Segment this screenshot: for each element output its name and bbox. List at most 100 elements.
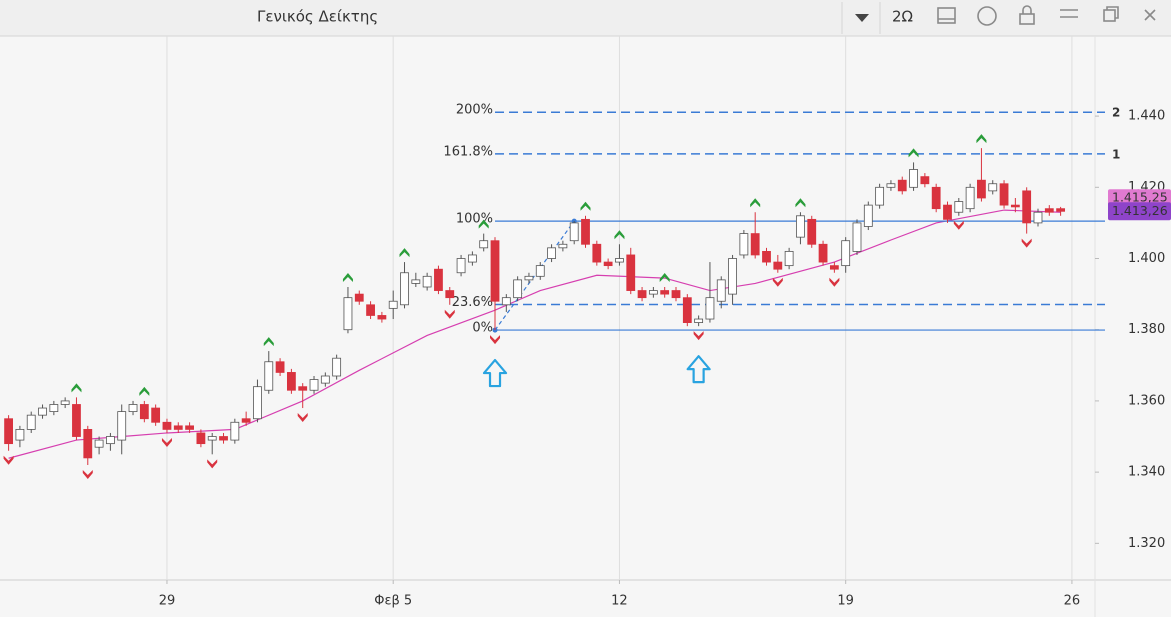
down-fractal <box>1021 238 1032 248</box>
down-fractal <box>490 335 501 345</box>
period-button[interactable]: 2Ω <box>892 8 913 26</box>
candle-body <box>682 297 692 323</box>
fib-label: 23.6% <box>452 295 493 310</box>
candle-body <box>558 243 568 249</box>
chart-title: Γενικός Δείκτης <box>257 8 378 26</box>
y-tick-label: 1.340 <box>1128 465 1165 480</box>
down-fractal <box>693 331 704 341</box>
candle-body <box>479 240 489 249</box>
candle-body <box>615 258 624 263</box>
candle-body <box>49 404 59 413</box>
down-fractal <box>161 437 172 447</box>
candle-body <box>400 272 409 306</box>
moving-average <box>8 209 1061 459</box>
candle-body <box>196 432 206 445</box>
candle-body <box>999 183 1009 206</box>
y-tick-label: 1.440 <box>1128 109 1165 124</box>
down-fractal <box>772 277 783 287</box>
candle-body <box>445 290 455 299</box>
restore-icon[interactable] <box>1103 9 1116 22</box>
candle-body <box>841 240 851 267</box>
x-tick-label: 29 <box>159 594 176 609</box>
toolbar <box>0 0 1171 36</box>
candle-body <box>422 275 432 288</box>
candle-body <box>784 250 794 267</box>
up-fractal <box>71 383 82 393</box>
candle-body <box>603 261 613 267</box>
candle-body <box>139 404 149 420</box>
fib-trend <box>494 220 575 331</box>
lock-icon-shackle <box>1022 5 1032 14</box>
candle-body <box>434 268 443 291</box>
fib-label: 161.8% <box>443 144 493 159</box>
candle-body <box>626 254 636 291</box>
candle-body <box>309 379 319 391</box>
candle-body <box>773 261 783 270</box>
up-fractal <box>659 272 670 282</box>
menu-icon[interactable] <box>1060 9 1078 18</box>
candle-body <box>38 407 47 416</box>
candle-body <box>694 318 704 323</box>
panel-icon[interactable] <box>937 7 956 24</box>
candle-body <box>1033 211 1043 224</box>
lock-icon[interactable] <box>1019 13 1035 25</box>
candle-body <box>185 425 194 430</box>
signal-arrow <box>482 358 508 388</box>
up-fractal <box>399 248 410 258</box>
candle-body <box>592 243 602 263</box>
candle-body <box>15 429 25 441</box>
candle-body <box>524 275 534 281</box>
down-fractal <box>953 220 964 230</box>
x-tick-label: 19 <box>837 594 854 609</box>
candle-body <box>83 429 93 459</box>
candle-body <box>366 304 375 316</box>
candle-body <box>298 386 308 391</box>
candle-body <box>671 290 681 299</box>
candle-body <box>547 247 556 259</box>
candle-body <box>762 250 771 263</box>
candle-body <box>275 361 285 373</box>
price-label-box <box>1108 202 1171 221</box>
up-fractal <box>478 219 489 229</box>
candle-body <box>264 361 274 391</box>
candle-body <box>818 243 828 263</box>
candle-body <box>943 204 952 220</box>
candle-body <box>829 265 839 270</box>
candle-body <box>320 375 330 384</box>
candle-body <box>162 421 172 430</box>
candle-body <box>26 414 36 430</box>
candle-body <box>931 186 941 210</box>
price-label: 1.415,25 <box>1112 190 1168 205</box>
up-fractal <box>139 386 150 396</box>
close-icon[interactable] <box>1144 9 1156 21</box>
candle-body <box>388 300 398 309</box>
up-fractal <box>750 198 761 208</box>
candle-body <box>796 215 805 238</box>
candle-body <box>660 290 670 295</box>
dropdown-button[interactable] <box>855 14 869 22</box>
up-fractal <box>342 272 353 282</box>
candle-body <box>72 404 81 437</box>
candle-body <box>1044 208 1054 213</box>
candle-body <box>332 357 342 377</box>
candle-body <box>354 293 364 302</box>
candle-body <box>230 421 240 441</box>
candle-body <box>286 372 296 391</box>
candle-body <box>411 279 421 284</box>
toolbar-icons <box>937 5 1156 26</box>
quote-icon[interactable] <box>977 6 997 26</box>
x-tick-label: 12 <box>611 594 628 609</box>
candle-body <box>965 186 975 210</box>
candle-body <box>648 290 658 295</box>
candle-body <box>875 186 885 206</box>
restore-icon-back <box>1106 6 1119 19</box>
candle-body <box>637 290 647 299</box>
up-fractal <box>976 134 987 144</box>
candle-body <box>728 258 737 295</box>
candle-body <box>1010 204 1020 208</box>
candle-body <box>739 233 749 256</box>
candle-body <box>750 233 760 256</box>
down-fractal <box>207 459 218 469</box>
x-tick-label: 26 <box>1064 594 1081 609</box>
